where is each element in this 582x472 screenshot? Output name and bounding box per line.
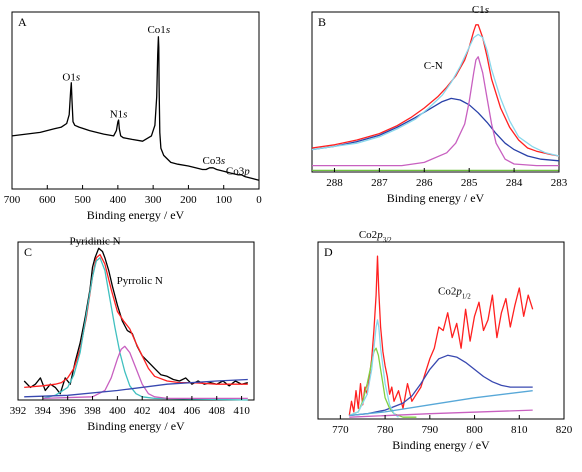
panel-a-annotation-4: Co3s [203, 155, 226, 167]
panel-a-annotation-1: O1s [62, 72, 80, 84]
panel-b-annotation-2: C-N [424, 60, 443, 72]
panel-c-xtick-label: 392 [10, 405, 27, 417]
panel-d: 770 780 790 800 810 820 Binding energy / eV D Co… [317, 229, 573, 452]
panel-c-xtick-label: 410 [233, 405, 250, 417]
panel-a-xlabel: Binding energy / eV [87, 208, 185, 222]
panel-d-annotation-1: Co2p3/2 [359, 229, 392, 244]
panel-d-xtick-label: 800 [466, 424, 483, 436]
panel-d-series-3 [349, 347, 417, 418]
panel-d-series-5 [349, 409, 533, 418]
panel-b-xtick-label: 288 [326, 177, 343, 189]
panel-c-series-3 [42, 257, 248, 401]
panel-d-xtick-label: 780 [377, 424, 394, 436]
panel-c-xtick-label: 400 [109, 405, 126, 417]
panel-c-series-5 [24, 378, 248, 398]
panel-b-xtick-label: 285 [461, 177, 478, 189]
panel-c-xlabel: Binding energy / eV [87, 419, 185, 433]
panel-c: 392 394 396 398 400 402 404 406 408 410 Binding en… [10, 235, 255, 433]
panel-d-series-1 [348, 255, 534, 416]
panel-a-annotation-2: N1s [110, 109, 128, 121]
panel-b: 288 287 286 285 284 283 Binding energy / eV B C1… [311, 4, 568, 205]
panel-d-xtick-label: 770 [332, 424, 349, 436]
panel-a-annotation-5: Co3p [226, 165, 250, 177]
panel-a-xtick-label: 200 [180, 194, 197, 206]
panel-c-annotation-1: Pyridinic N [69, 235, 120, 247]
panel-c-xtick-label: 402 [134, 405, 151, 417]
panel-c-frame [17, 241, 255, 401]
panel-c-series-4 [42, 345, 248, 400]
panel-d-letter: D [324, 245, 333, 259]
panel-d-series-6 [349, 390, 533, 417]
panel-b-series-4 [312, 56, 559, 167]
panel-a: 700 600 500 400 300 200 100 0 Binding energy / e… [4, 11, 262, 222]
panel-a-xtick-label: 600 [39, 194, 56, 206]
panel-c-xtick-label: 404 [159, 405, 176, 417]
panel-b-annotation-1: C1s [472, 4, 489, 16]
panel-a-letter: A [18, 15, 27, 29]
panel-d-xlabel: Binding energy / eV [392, 438, 490, 452]
panel-b-series-2 [311, 97, 560, 162]
panel-c-letter: C [24, 245, 32, 259]
panel-b-frame [311, 11, 560, 173]
panel-b-letter: B [318, 15, 326, 29]
panel-a-xtick-label: 700 [4, 194, 21, 206]
panel-d-xtick-label: 810 [511, 424, 528, 436]
panel-a-frame [11, 11, 260, 190]
panel-c-xtick-label: 396 [59, 405, 76, 417]
panel-c-xtick-label: 398 [84, 405, 101, 417]
panel-b-series-1 [311, 24, 560, 157]
panel-d-series-4 [349, 319, 399, 418]
panel-b-xtick-label: 283 [551, 177, 568, 189]
panel-a-xtick-label: 300 [145, 194, 162, 206]
panel-b-xtick-label: 284 [506, 177, 523, 189]
panel-d-xtick-label: 820 [556, 424, 573, 436]
panel-a-annotation-3: Co1s [147, 24, 170, 36]
panel-d-xtick-label: 790 [422, 424, 439, 436]
panel-d-annotation-2: Co2p1/2 [438, 286, 471, 301]
panel-c-xtick-label: 408 [208, 405, 225, 417]
panel-c-series-2 [24, 253, 248, 389]
panel-d-series-2 [349, 354, 533, 417]
panel-c-xtick-label: 394 [35, 405, 52, 417]
panel-a-xtick-label: 400 [110, 194, 127, 206]
panel-a-xtick-label: 500 [74, 194, 91, 206]
panel-c-annotation-2: Pyrrolic N [117, 275, 163, 287]
panel-b-series-3 [311, 33, 560, 157]
panel-a-series-1 [11, 36, 260, 181]
panel-a-xtick-label: 0 [256, 194, 262, 206]
panel-c-xtick-label: 406 [184, 405, 201, 417]
panel-a-xtick-label: 100 [215, 194, 232, 206]
panel-b-xlabel: Binding energy / eV [387, 191, 485, 205]
panel-c-series-1 [23, 247, 248, 395]
panel-d-frame [317, 241, 565, 420]
panel-b-xtick-label: 286 [416, 177, 433, 189]
panel-b-xtick-label: 287 [371, 177, 388, 189]
